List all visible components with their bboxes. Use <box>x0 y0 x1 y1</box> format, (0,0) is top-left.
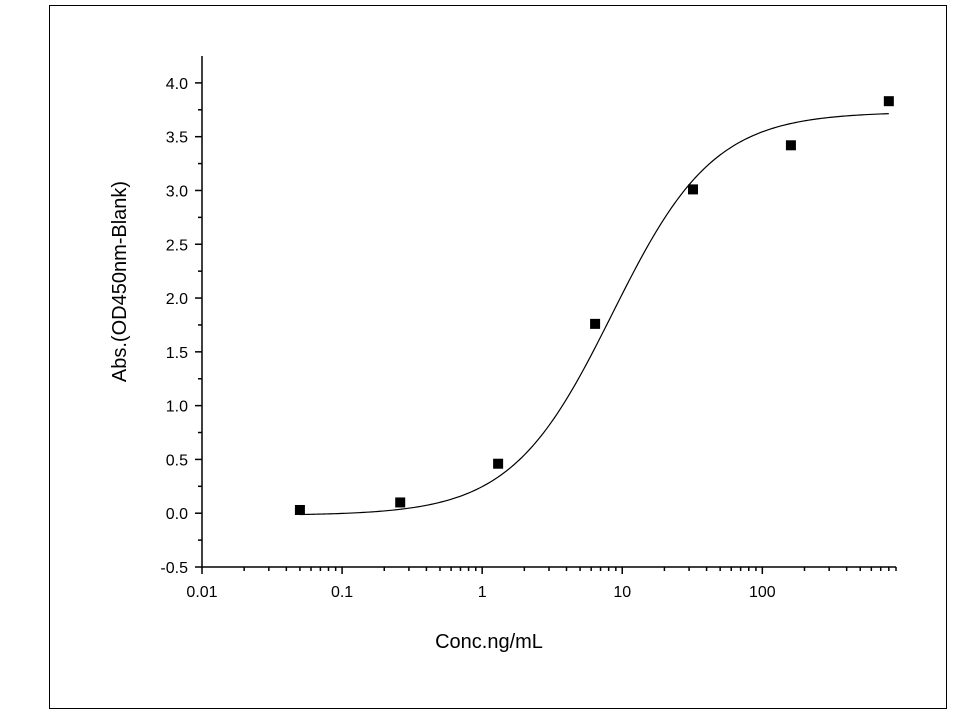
plot-axes: -0.5 0.0 0.5 1.0 1.5 2.0 2.5 3.0 3.5 4.0 0.01 0.1 1… <box>160 56 897 601</box>
fit-curve <box>299 113 889 516</box>
y-tick-label: 1.0 <box>166 399 188 416</box>
data-point <box>590 318 601 329</box>
y-axis-title: Abs.(OD450nm-Blank) <box>109 181 131 382</box>
x-tick-label: 0.1 <box>331 584 353 601</box>
y-tick-label: 2.0 <box>166 291 188 308</box>
data-point <box>493 458 504 469</box>
x-tick-label: 100 <box>749 584 776 601</box>
data-point <box>294 504 305 515</box>
data-points <box>294 96 894 515</box>
y-tick-label: 4.0 <box>166 76 188 93</box>
y-tick-label: 1.5 <box>166 345 188 362</box>
data-point <box>883 96 894 107</box>
y-tick-label: -0.5 <box>160 560 188 577</box>
figure-frame <box>49 5 947 709</box>
x-axis-title: Conc.ng/mL <box>435 631 543 653</box>
y-tick-label: 2.5 <box>166 237 188 254</box>
data-point <box>395 497 406 508</box>
y-ticks: -0.5 0.0 0.5 1.0 1.5 2.0 2.5 3.0 3.5 4.0 <box>160 76 202 577</box>
x-tick-label: 10 <box>613 584 631 601</box>
y-tick-label: 0.0 <box>166 506 188 523</box>
y-tick-label: 3.0 <box>166 183 188 200</box>
data-point <box>785 140 796 151</box>
y-tick-label: 0.5 <box>166 452 188 469</box>
data-point <box>688 184 699 195</box>
x-tick-label: 1 <box>478 584 487 601</box>
x-tick-label: 0.01 <box>186 584 217 601</box>
x-ticks: 0.01 0.1 1 10 100 <box>186 567 897 601</box>
y-tick-label: 3.5 <box>166 130 188 147</box>
